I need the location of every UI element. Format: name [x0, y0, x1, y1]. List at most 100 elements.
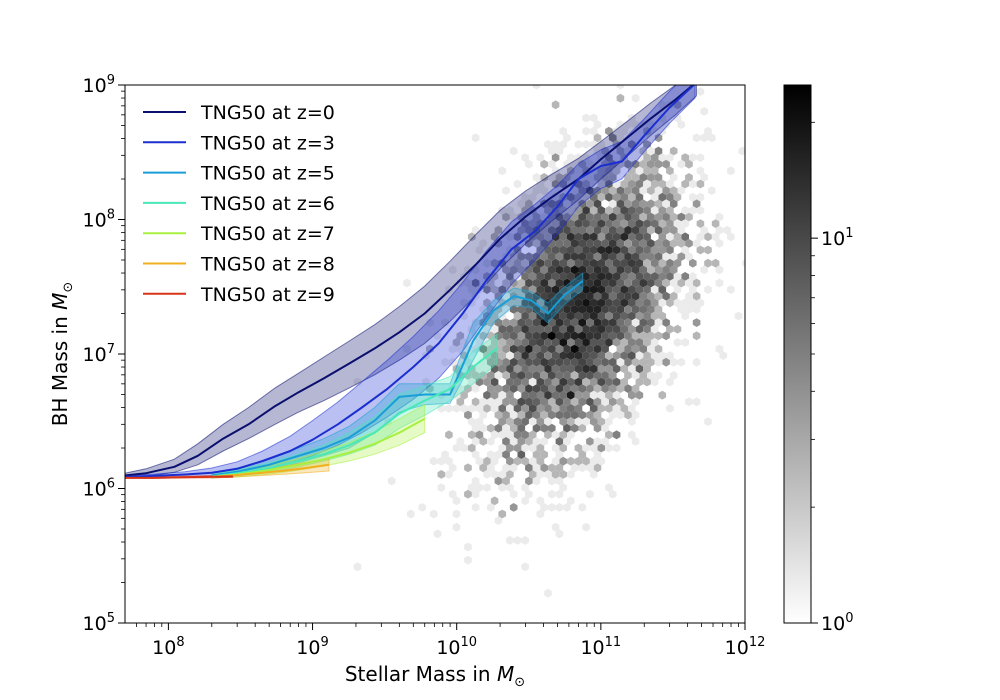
hexbin-cell [643, 179, 651, 189]
hexbin-cell [582, 338, 590, 347]
hexbin-cell [487, 450, 495, 459]
hexbin-cell [654, 265, 663, 275]
hexbin-cell [647, 331, 655, 341]
hexbin-cell [498, 443, 507, 453]
hexbin-cell [555, 146, 564, 156]
hexbin-cell [696, 245, 705, 255]
hexbin-cell [506, 417, 514, 426]
colorbar-tick-label: 100 [821, 611, 853, 635]
hexbin-cell [589, 126, 598, 136]
hexbin-cell [490, 390, 499, 400]
hexbin-cell [536, 232, 545, 242]
hexbin-cell [509, 410, 518, 420]
hexbin-cell [616, 384, 625, 393]
hexbin-cell [498, 285, 507, 294]
hexbin-cell [555, 529, 564, 539]
hexbin-cell [532, 423, 541, 433]
hexbin-cell [597, 364, 606, 374]
hexbin-cell [624, 344, 632, 354]
hexbin-cell [555, 225, 564, 235]
hexbin-cell [563, 503, 571, 512]
hexbin-cell [692, 239, 701, 248]
hexbin-cell [536, 219, 545, 228]
hexbin-cell [528, 311, 537, 321]
hexbin-cell [628, 298, 636, 308]
hexbin-cell [525, 437, 533, 446]
hexbin-cell [616, 133, 625, 143]
hexbin-cell [589, 206, 598, 215]
hexbin-cell [528, 430, 537, 440]
hexbin-cell [639, 173, 647, 182]
hexbin-cell [528, 272, 537, 281]
hexbin-cell [673, 324, 682, 334]
hexbin-cell [513, 404, 522, 413]
hexbin-cell [631, 120, 640, 129]
hexbin-cell [605, 192, 613, 202]
hexbin-cell [612, 206, 621, 215]
hexbin-cell [597, 192, 606, 202]
hexbin-cell [666, 166, 674, 176]
hexbin-cell [475, 456, 484, 466]
hexbin-cell [616, 291, 625, 301]
hexbin-cell [517, 199, 526, 209]
hexbin-cell [669, 225, 678, 235]
hexbin-cell [677, 120, 686, 129]
hexbin-cell [635, 206, 644, 215]
hexbin-cell [532, 476, 541, 486]
hexbin-cell [574, 390, 583, 400]
hexbin-cell [666, 298, 674, 308]
hexbin-cell [502, 437, 510, 446]
hexbin-cell [498, 430, 507, 440]
hexbin-cell [540, 159, 548, 169]
hexbin-cell [628, 351, 636, 360]
hexbin-cell [658, 285, 667, 294]
hexbin-cell [666, 351, 674, 360]
hexbin-cell [551, 351, 560, 360]
hexbin-cell [593, 344, 602, 354]
hexbin-cell [608, 357, 617, 367]
hexbin-cell [467, 417, 476, 426]
hexbin-cell [525, 344, 533, 354]
hexbin-cell [567, 311, 575, 321]
hexbin-cell [559, 377, 567, 387]
hexbin-cell [593, 423, 602, 433]
hexbin-cell [700, 173, 708, 182]
hexbin-cell [555, 278, 564, 288]
hexbin-cell [525, 463, 533, 473]
hexbin-cell [567, 192, 575, 202]
hexbin-cell [525, 225, 533, 235]
hexbin-cell [589, 232, 598, 242]
hexbin-cell [528, 351, 537, 360]
hexbin-cell [628, 338, 636, 347]
hexbin-cell [593, 357, 602, 367]
hexbin-cell [669, 199, 678, 209]
hexbin-cell [544, 417, 552, 426]
hexbin-cell [513, 179, 522, 189]
hexbin-cell [536, 285, 545, 294]
hexbin-cell [521, 258, 529, 268]
hexbin-cell [555, 410, 564, 420]
hexbin-cell [506, 470, 514, 479]
hexbin-cell [586, 239, 594, 248]
hexbin-cell [513, 272, 522, 281]
hexbin-cell [666, 324, 674, 334]
hexbin-cell [666, 258, 674, 268]
hexbin-cell [624, 410, 632, 420]
hexbin-cell [662, 225, 670, 235]
hexbin-cell [536, 404, 545, 413]
hexbin-cell [502, 450, 510, 459]
hexbin-cell [654, 305, 663, 314]
hexbin-cell [578, 239, 587, 248]
hexbin-cell [692, 331, 701, 341]
hexbin-cell [528, 338, 537, 347]
hexbin-cell [525, 199, 533, 209]
hexbin-cell [559, 324, 567, 334]
hexbin-cell [521, 417, 529, 426]
hexbin-cell [582, 113, 590, 123]
hexbin-cell [658, 192, 667, 202]
hexbin-cell [685, 397, 693, 407]
hexbin-cell [540, 278, 548, 288]
legend-label: TNG50 at z=5 [200, 163, 335, 185]
hexbin-cell [551, 206, 560, 215]
hexbin-cell [551, 140, 560, 149]
